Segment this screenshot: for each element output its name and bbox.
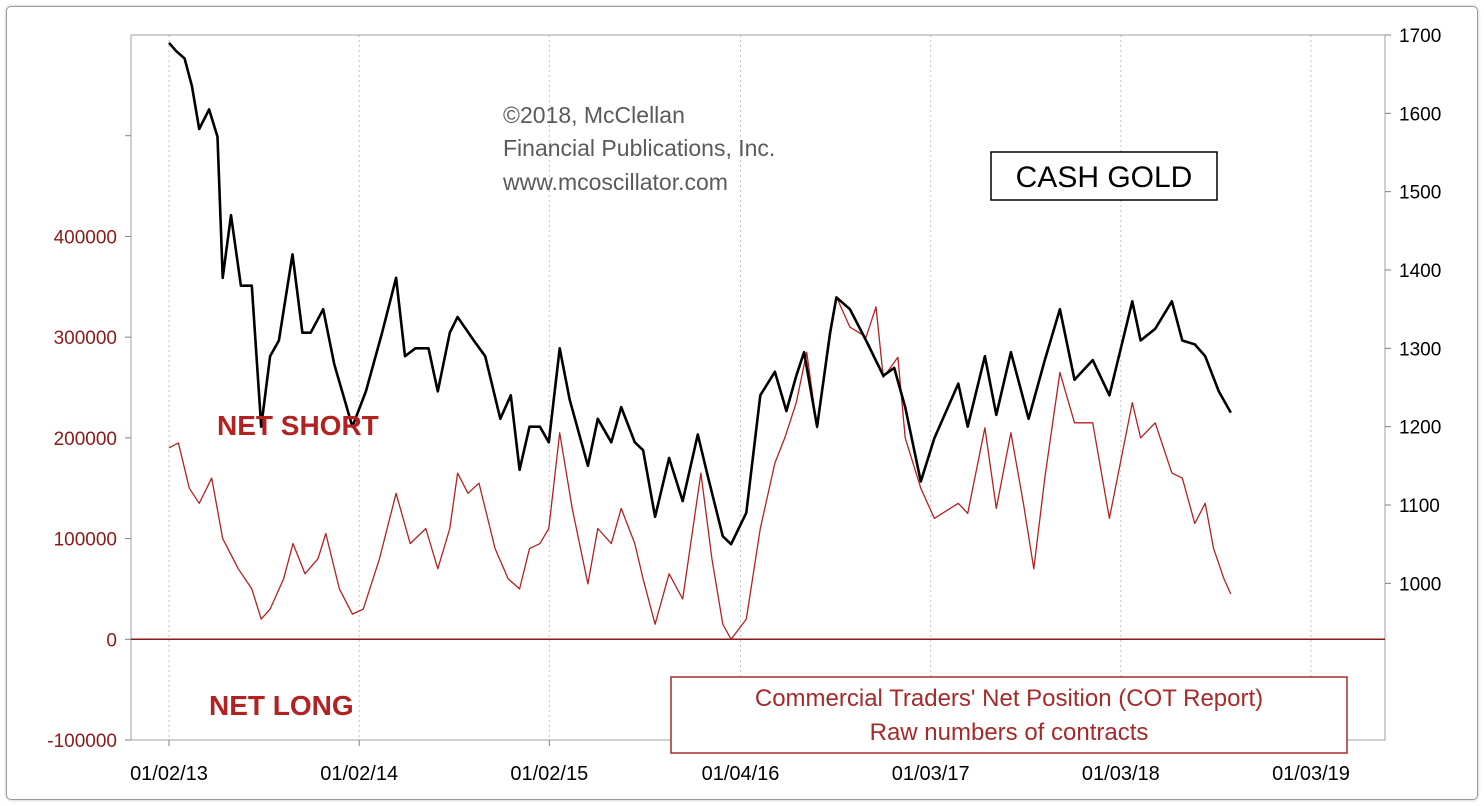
series-line-cot	[168, 296, 1232, 640]
copyright-line-2: Financial Publications, Inc.	[503, 135, 775, 161]
left-tick-label: 300000	[54, 328, 117, 349]
net-short-label: NET SHORT	[217, 410, 379, 441]
left-axis: -100000 0 100000 200000 300000 400000	[47, 135, 131, 752]
gold-cot-chart: -100000 0 100000 200000 300000 400000 1000 110…	[47, 26, 1441, 785]
left-tick-label: 100000	[54, 530, 117, 551]
gold-title-box	[990, 151, 1218, 201]
net-long-label: NET LONG	[209, 690, 354, 721]
left-tick-label: -100000	[47, 731, 117, 752]
x-tick-label: 01/03/18	[1082, 763, 1160, 785]
right-axis: 1000 1100 1200 1300 1400 1500 1600 1700	[1385, 26, 1441, 595]
gold-title: CASH GOLD	[1016, 161, 1193, 194]
right-tick-label: 1200	[1399, 418, 1441, 439]
right-tick-label: 1600	[1399, 104, 1441, 125]
right-tick-label: 1300	[1399, 339, 1441, 360]
left-tick-label: 0	[106, 630, 117, 651]
left-tick-label: 400000	[54, 227, 117, 248]
right-tick-label: 1700	[1399, 26, 1441, 47]
x-axis: 01/02/13 01/02/14 01/02/15 01/04/16 01/03/17…	[130, 740, 1350, 785]
copyright-line-1: ©2018, McClellan	[503, 102, 685, 128]
left-tick-label: 200000	[54, 429, 117, 450]
x-tick-label: 01/02/14	[320, 763, 398, 785]
copyright-line-3: www.mcoscillator.com	[502, 169, 728, 195]
x-tick-label: 01/02/15	[510, 763, 588, 785]
series-line-gold	[168, 41, 1232, 546]
chart-frame: -100000 0 100000 200000 300000 400000 1000 110…	[6, 6, 1478, 800]
cot-title-line-2: Raw numbers of contracts	[870, 719, 1149, 746]
right-tick-label: 1100	[1399, 496, 1440, 517]
right-tick-label: 1400	[1399, 261, 1441, 282]
right-tick-label: 1500	[1399, 183, 1441, 204]
x-tick-label: 01/04/16	[702, 763, 780, 785]
right-tick-label: 1000	[1399, 574, 1441, 595]
x-tick-label: 01/02/13	[130, 763, 208, 785]
cot-title-box	[670, 676, 1348, 754]
x-tick-label: 01/03/17	[892, 763, 970, 785]
cot-title-line-1: Commercial Traders' Net Position (COT Re…	[755, 685, 1263, 712]
x-tick-label: 01/03/19	[1272, 763, 1350, 785]
